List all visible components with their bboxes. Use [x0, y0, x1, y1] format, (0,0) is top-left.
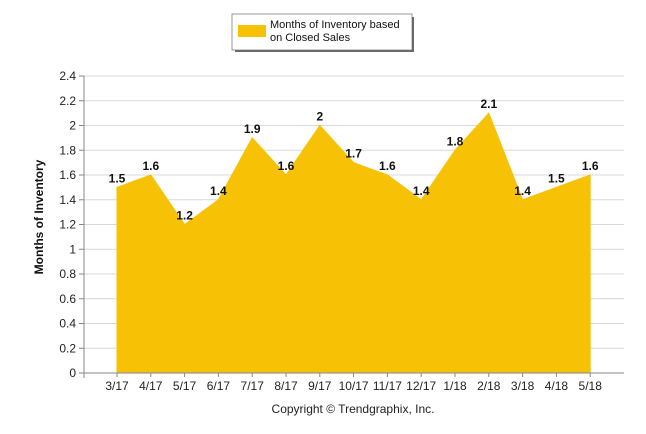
x-tick-label: 4/18: [545, 379, 569, 393]
data-label: 1.6: [379, 159, 396, 173]
data-label: 1.4: [413, 184, 430, 198]
data-label: 1.6: [142, 159, 159, 173]
data-label: 2: [316, 110, 323, 124]
series-area-layer: [116, 112, 591, 374]
x-tick-label: 11/17: [373, 379, 402, 393]
y-tick-label: 0.4: [59, 317, 76, 331]
y-tick-label: 0.2: [59, 341, 76, 355]
data-label: 1.7: [345, 147, 362, 161]
y-tick-label: 2.2: [59, 94, 76, 108]
series-area: [116, 112, 591, 374]
legend-label-line-2: on Closed Sales: [270, 32, 351, 44]
data-label: 1.5: [109, 171, 126, 185]
y-tick-label: 0: [69, 366, 76, 380]
legend: Months of Inventory based on Closed Sale…: [231, 13, 414, 52]
legend-swatch: [238, 25, 266, 37]
x-tick-label: 3/18: [511, 379, 535, 393]
data-label: 1.2: [176, 209, 193, 223]
y-axis-title: Months of Inventory: [32, 159, 46, 274]
data-label: 1.8: [447, 134, 464, 148]
y-tick-label: 1.6: [59, 168, 76, 182]
x-tick-label: 3/17: [105, 379, 129, 393]
y-tick-label: 1.8: [59, 143, 76, 157]
x-tick-label: 5/17: [173, 379, 197, 393]
y-tick-label: 2.4: [59, 69, 76, 83]
data-label: 1.5: [548, 171, 565, 185]
copyright-footer: Copyright © Trendgraphix, Inc.: [272, 402, 435, 416]
legend-shadow-right: [412, 17, 414, 52]
x-tick-label: 12/17: [406, 379, 436, 393]
legend-label-line-1: Months of Inventory based: [270, 19, 400, 31]
x-tick-label: 9/17: [308, 379, 332, 393]
data-label: 1.9: [244, 122, 261, 136]
legend-shadow-bottom: [235, 50, 414, 52]
x-tick-label: 7/17: [241, 379, 265, 393]
x-tick-label: 6/17: [207, 379, 231, 393]
y-tick-label: 2: [69, 119, 76, 133]
x-tick-label: 8/17: [274, 379, 298, 393]
x-tick-label: 4/17: [139, 379, 163, 393]
y-tick-label: 1.2: [59, 218, 76, 232]
axes: [83, 76, 624, 378]
data-label: 1.4: [210, 184, 227, 198]
data-label: 1.6: [278, 159, 295, 173]
x-tick-label: 1/18: [443, 379, 467, 393]
x-tick-label: 10/17: [339, 379, 369, 393]
data-label: 2.1: [480, 97, 497, 111]
data-label: 1.6: [582, 159, 599, 173]
y-tick-label: 1.4: [59, 193, 76, 207]
x-tick-label: 5/18: [579, 379, 603, 393]
y-axis-tick-labels: 0 0.2 0.4 0.6 0.8 1 1.2 1.4 1.6 1.8 2 2.2 2.4: [59, 69, 76, 380]
y-tick-label: 0.6: [59, 292, 76, 306]
x-axis-tick-labels: 3/17 4/17 5/17 6/17 7/17 8/17 9/17 10/17 11/17 12…: [105, 379, 602, 393]
y-tick-label: 0.8: [59, 267, 76, 281]
y-tick-label: 1: [69, 242, 76, 256]
x-tick-label: 2/18: [477, 379, 501, 393]
data-labels: 1.5 1.6 1.2 1.4 1.9 1.6 2 1.7 1.6 1.4 1.8 2.1 1.4 1.5…: [109, 97, 599, 222]
data-label: 1.4: [514, 184, 531, 198]
